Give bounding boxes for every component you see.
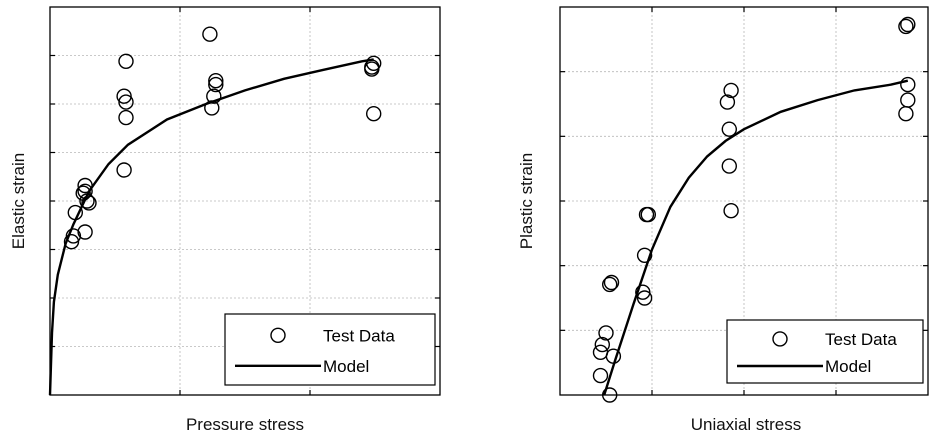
test-data-point — [63, 233, 80, 250]
test-data-point — [900, 92, 916, 108]
test-data-point — [605, 348, 622, 364]
test-data-point — [723, 82, 739, 99]
legend-label-model: Model — [323, 357, 369, 376]
test-data-point — [67, 204, 84, 221]
legend-marker-test-data — [772, 331, 788, 347]
test-data-point — [366, 55, 382, 71]
x-axis-label: Uniaxial stress — [691, 415, 802, 434]
axis-ticks — [560, 7, 928, 395]
test-data-point — [898, 105, 914, 122]
test-data-point — [636, 247, 653, 264]
model-line — [48, 58, 374, 396]
elastic-strain-chart: Test Data Model Pressure stress Elastic s… — [9, 6, 441, 434]
test-data-point — [118, 109, 134, 126]
test-data-point — [206, 88, 222, 104]
plot-frame — [559, 6, 929, 396]
test-data-point — [208, 72, 224, 89]
test-data-point — [118, 53, 134, 69]
model-curve — [48, 58, 374, 396]
test-data-point — [118, 94, 134, 110]
test-data-point — [208, 76, 224, 93]
test-data-point — [594, 336, 610, 353]
legend: Test Data Model — [726, 319, 924, 384]
y-axis-label: Plastic strain — [517, 153, 536, 249]
test-data-point — [636, 290, 653, 306]
test-data-point — [75, 185, 91, 201]
y-axis-label: Elastic strain — [9, 153, 28, 249]
legend-marker-test-data — [270, 327, 286, 343]
test-data-point — [721, 158, 737, 174]
test-data-point — [598, 325, 614, 341]
test-data-point — [635, 284, 651, 300]
test-data-point — [723, 202, 739, 219]
plot-frame — [49, 6, 441, 396]
test-data-point — [898, 18, 914, 35]
test-data-point — [721, 121, 737, 137]
test-data-point — [592, 367, 609, 384]
test-data-point — [79, 193, 95, 209]
test-data-point — [900, 76, 916, 93]
test-data-point — [77, 177, 93, 194]
legend-box — [224, 313, 436, 386]
legend: Test Data Model — [224, 313, 436, 386]
test-data-point — [603, 274, 620, 291]
axis-ticks — [50, 7, 440, 395]
grid — [560, 7, 928, 395]
test-data-point — [204, 100, 220, 116]
legend-label-model: Model — [825, 357, 871, 376]
legend-box — [726, 319, 924, 384]
legend-label-test-data: Test Data — [825, 330, 897, 349]
test-data-point — [116, 88, 132, 104]
test-data-point — [640, 206, 656, 223]
test-data-point — [202, 26, 218, 42]
test-data-point — [77, 183, 93, 200]
test-data-point — [602, 276, 618, 293]
test-data-point — [900, 16, 916, 33]
test-data-point — [77, 224, 93, 240]
test-data-points — [592, 16, 916, 403]
plastic-strain-chart: Test Data Model Uniaxial stress Plastic s… — [517, 6, 929, 434]
test-data-point — [719, 94, 736, 110]
test-data-point — [65, 228, 82, 244]
legend-label-test-data: Test Data — [323, 326, 395, 345]
test-data-point — [116, 162, 132, 178]
test-data-points — [63, 26, 382, 250]
test-data-point — [366, 105, 382, 122]
x-axis-label: Pressure stress — [186, 415, 304, 434]
